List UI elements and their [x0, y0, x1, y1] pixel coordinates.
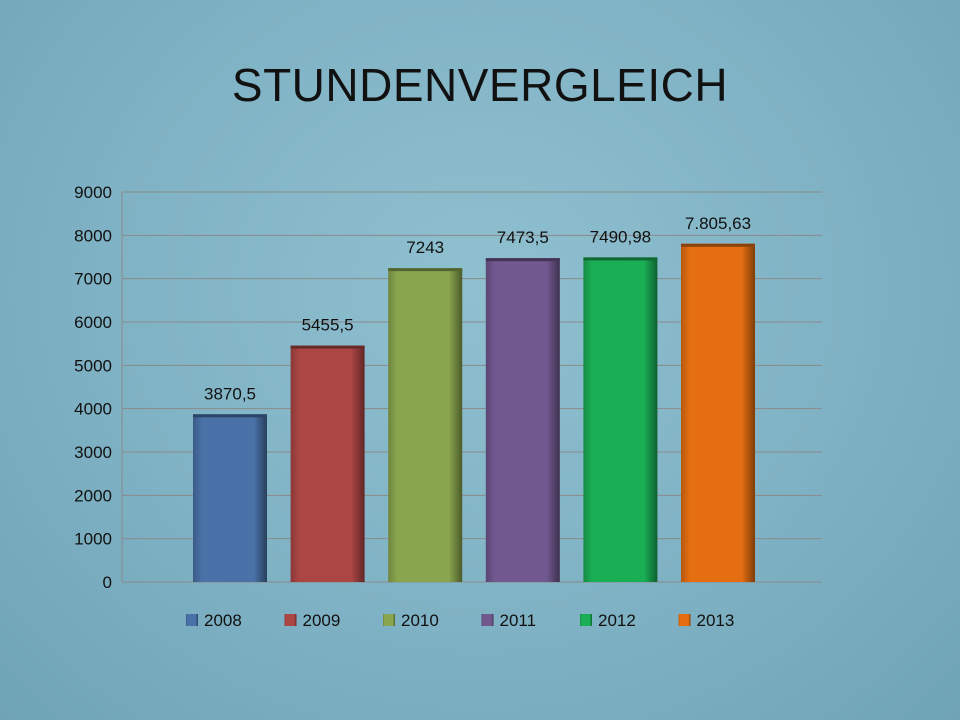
- bar-top-edge: [485, 258, 560, 262]
- data-label-2013: 7.805,63: [685, 214, 751, 233]
- legend-swatch-2013: [678, 614, 691, 626]
- bar-top-edge: [388, 268, 463, 272]
- y-axis: 0 1000 2000 3000 4000 5000 6000 7000 8000 9000: [74, 183, 123, 592]
- bar-2013: [681, 243, 755, 582]
- legend-label-2009: 2009: [303, 611, 341, 630]
- y-tick-label: 6000: [74, 313, 112, 332]
- bars: [193, 243, 755, 582]
- bar-top-edge: [681, 243, 755, 247]
- bar-2011: [485, 258, 560, 582]
- legend-label-2011: 2011: [500, 611, 537, 630]
- bar-top-edge: [193, 414, 267, 418]
- bar-2008: [193, 414, 267, 582]
- data-label-2010: 7243: [406, 238, 444, 257]
- y-tick-label: 1000: [74, 530, 112, 549]
- bar-2012: [583, 257, 658, 582]
- data-label-2012: 7490,98: [590, 227, 651, 246]
- legend: 2008 2009 2010 2011 2012 2013: [186, 611, 734, 630]
- legend-swatch-2012: [580, 614, 592, 626]
- legend-swatch-2010: [383, 614, 395, 626]
- slide-title: STUNDENVERGLEICH: [231, 59, 729, 111]
- y-tick-label: 7000: [74, 270, 112, 289]
- y-tick-label: 8000: [74, 226, 112, 245]
- y-tick-label: 5000: [74, 356, 112, 375]
- legend-swatch-2011: [481, 614, 494, 626]
- y-tick-label: 0: [103, 573, 112, 592]
- y-tick-label: 3000: [74, 443, 112, 462]
- data-label-2009: 5455,5: [302, 316, 354, 335]
- data-labels: 3870,5 5455,5 7243 7473,5 7490,98 7.805,63: [204, 214, 751, 404]
- bar-top-edge: [290, 345, 365, 349]
- legend-label-2012: 2012: [598, 611, 636, 630]
- data-label-2008: 3870,5: [204, 384, 256, 403]
- legend-label-2013: 2013: [697, 611, 735, 630]
- legend-label-2008: 2008: [204, 611, 242, 630]
- y-tick-label: 2000: [74, 486, 112, 505]
- y-tick-label: 9000: [74, 183, 112, 202]
- legend-label-2010: 2010: [401, 611, 439, 630]
- legend-swatch-2009: [284, 614, 297, 626]
- legend-swatch-2008: [186, 614, 198, 626]
- data-label-2011: 7473,5: [497, 228, 549, 247]
- y-tick-label: 4000: [74, 400, 112, 419]
- bar-2009: [290, 345, 365, 582]
- bar-2010: [388, 268, 463, 582]
- bar-top-edge: [583, 257, 658, 261]
